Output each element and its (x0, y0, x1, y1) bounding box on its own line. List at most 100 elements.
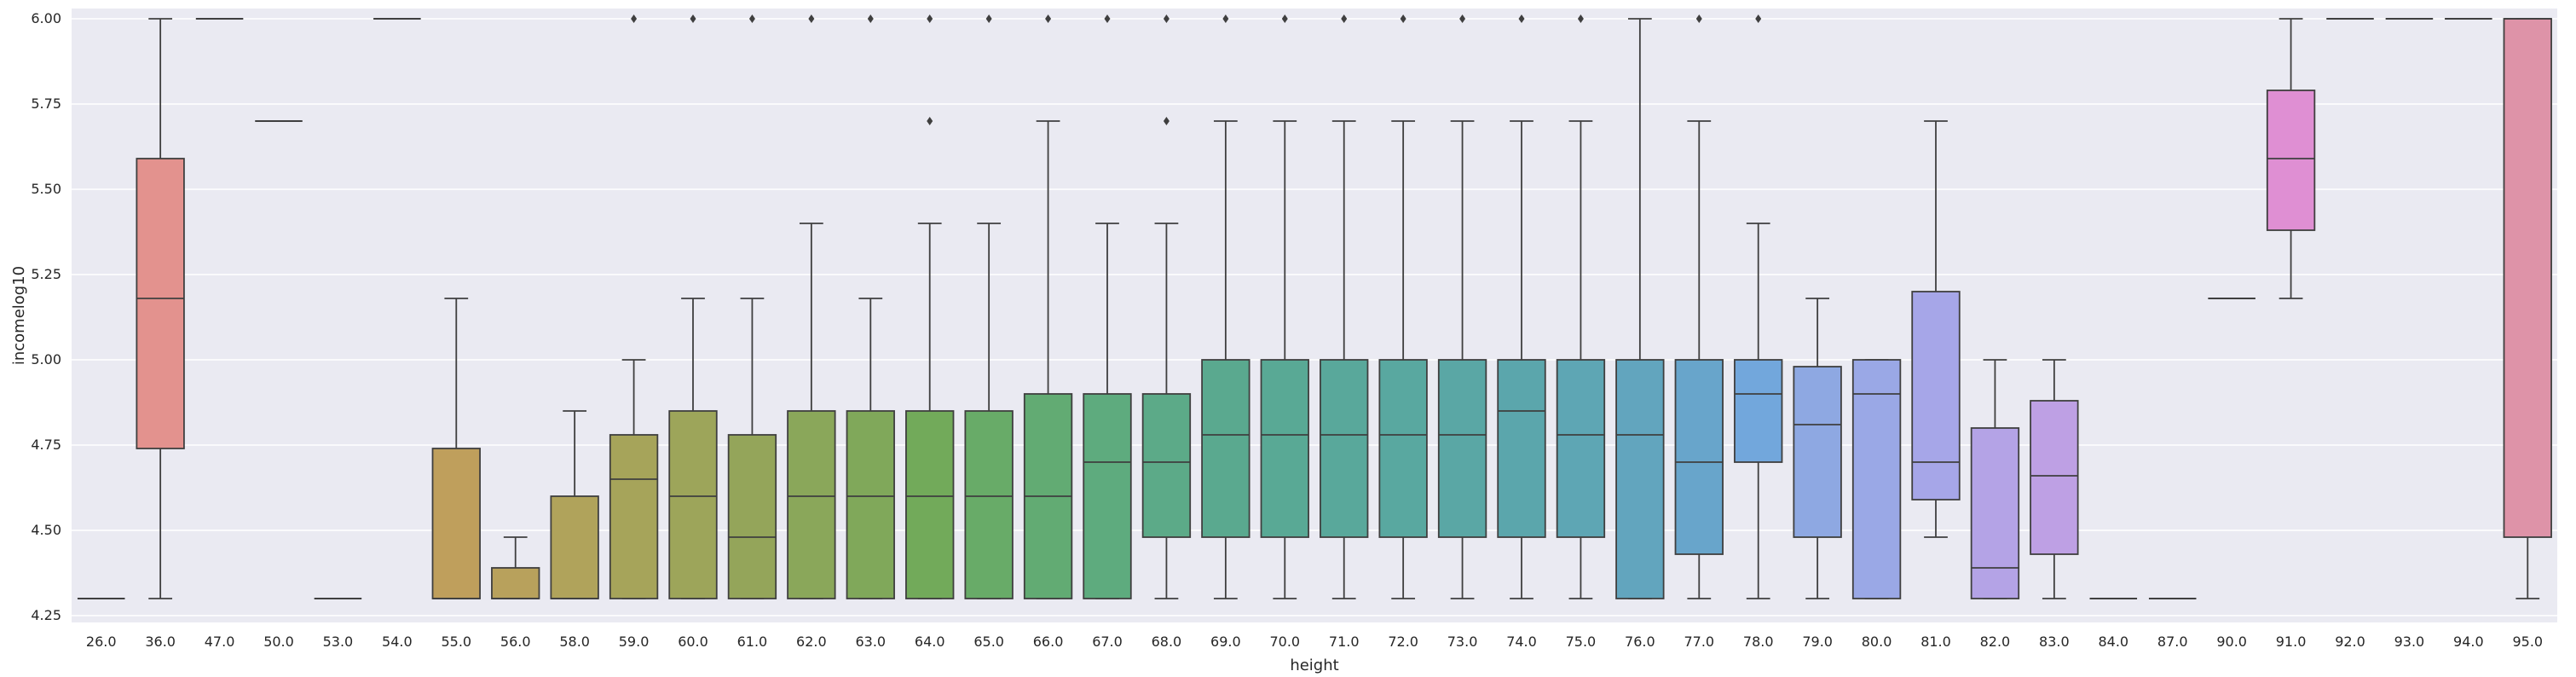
box-91.0 (2266, 18, 2316, 299)
x-tick-label: 70.0 (1269, 634, 1300, 650)
box-iqr (431, 448, 481, 599)
box-iqr (1793, 366, 1842, 538)
box-iqr (964, 410, 1014, 599)
x-tick-label: 66.0 (1033, 634, 1064, 650)
flier-point (1695, 14, 1702, 23)
box-iqr (1083, 393, 1132, 599)
box-64.0 (905, 14, 955, 599)
flier-point (808, 14, 815, 23)
x-tick-label: 75.0 (1566, 634, 1597, 650)
flier-point (631, 14, 638, 23)
box-iqr (727, 434, 777, 599)
box-59.0 (609, 14, 659, 599)
x-tick-label: 68.0 (1152, 634, 1182, 650)
x-tick-label: 69.0 (1210, 634, 1241, 650)
x-tick-label: 55.0 (441, 634, 471, 650)
x-tick-label: 91.0 (2276, 634, 2307, 650)
box-78.0 (1734, 14, 1783, 599)
y-tick-label: 6.00 (31, 10, 61, 26)
flier-point (1577, 14, 1584, 23)
box-61.0 (727, 14, 777, 599)
x-tick-label: 81.0 (1920, 634, 1951, 650)
box-56.0 (491, 536, 540, 599)
y-tick-label: 5.00 (31, 351, 61, 367)
x-tick-label: 36.0 (145, 634, 176, 650)
x-tick-label: 84.0 (2098, 634, 2128, 650)
box-66.0 (1023, 14, 1073, 599)
box-95.0 (2503, 18, 2552, 599)
x-tick-label: 87.0 (2157, 634, 2188, 650)
flier-point (1518, 14, 1525, 23)
box-72.0 (1378, 14, 1428, 599)
y-tick-label: 4.25 (31, 607, 61, 623)
x-tick-label: 74.0 (1506, 634, 1537, 650)
x-tick-label: 78.0 (1743, 634, 1774, 650)
x-tick-label: 62.0 (796, 634, 827, 650)
flier-point (1163, 117, 1170, 125)
x-tick-label: 67.0 (1092, 634, 1123, 650)
x-tick-label: 63.0 (855, 634, 886, 650)
box-67.0 (1083, 14, 1132, 599)
x-tick-label: 82.0 (1980, 634, 2011, 650)
x-tick-label: 71.0 (1329, 634, 1360, 650)
flier-point (1400, 14, 1406, 23)
x-tick-label: 92.0 (2335, 634, 2365, 650)
x-tick-label: 64.0 (915, 634, 945, 650)
box-36.0 (136, 18, 185, 599)
flier-point (985, 14, 992, 23)
x-tick-label: 50.0 (263, 634, 294, 650)
x-tick-label: 26.0 (86, 634, 117, 650)
box-iqr (491, 567, 540, 599)
x-tick-label: 83.0 (2039, 634, 2070, 650)
flier-point (1281, 14, 1288, 23)
box-iqr (1674, 359, 1724, 555)
flier-point (690, 14, 696, 23)
box-73.0 (1437, 14, 1487, 599)
flier-point (1163, 14, 1170, 23)
x-tick-label: 47.0 (205, 634, 235, 650)
flier-point (1755, 14, 1762, 23)
box-iqr (1437, 359, 1487, 538)
box-75.0 (1556, 14, 1606, 599)
box-iqr (2266, 90, 2316, 231)
box-74.0 (1497, 14, 1546, 599)
box-62.0 (787, 14, 836, 599)
flier-point (1104, 14, 1111, 23)
box-iqr (1615, 359, 1665, 599)
flier-point (867, 14, 874, 23)
y-tick-label: 4.75 (31, 437, 61, 453)
box-79.0 (1793, 298, 1842, 599)
y-tick-label: 5.50 (31, 181, 61, 197)
flier-point (1045, 14, 1052, 23)
box-iqr (1201, 359, 1250, 538)
box-iqr (787, 410, 836, 599)
y-axis-label: incomelog10 (10, 266, 28, 365)
box-83.0 (2030, 359, 2079, 599)
box-iqr (550, 495, 599, 599)
x-tick-label: 59.0 (619, 634, 650, 650)
x-tick-label: 56.0 (500, 634, 531, 650)
box-iqr (2030, 400, 2079, 555)
x-tick-label: 79.0 (1802, 634, 1833, 650)
box-iqr (1556, 359, 1606, 538)
box-71.0 (1320, 14, 1369, 599)
x-tick-label: 61.0 (737, 634, 768, 650)
x-tick-label: 80.0 (1862, 634, 1892, 650)
x-tick-label: 53.0 (323, 634, 354, 650)
flier-point (927, 14, 933, 23)
x-tick-label: 90.0 (2216, 634, 2247, 650)
box-68.0 (1141, 14, 1192, 599)
box-iqr (846, 410, 895, 599)
x-tick-label: 54.0 (382, 634, 413, 650)
x-tick-label: 93.0 (2394, 634, 2425, 650)
box-iqr (1851, 359, 1902, 599)
x-tick-label: 95.0 (2512, 634, 2543, 650)
box-iqr (1734, 359, 1783, 463)
y-tick-label: 5.25 (31, 266, 61, 282)
box-iqr (1141, 393, 1192, 538)
flier-point (1459, 14, 1466, 23)
y-tick-labels: 4.25 4.50 4.75 5.00 5.25 5.50 5.75 6.00 (31, 10, 61, 623)
flier-point (1222, 14, 1229, 23)
